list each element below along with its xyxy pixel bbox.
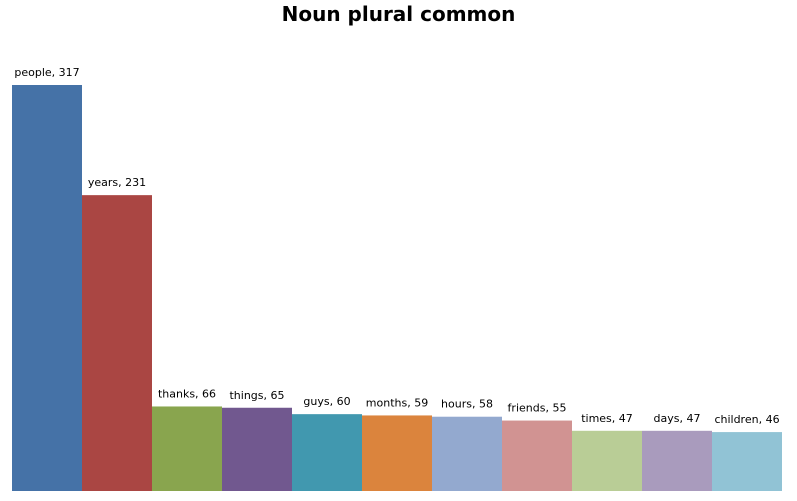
bar-friends xyxy=(502,420,572,491)
data-label-days: days, 47 xyxy=(654,412,701,425)
data-label-thanks: thanks, 66 xyxy=(158,387,216,400)
data-labels-group: people, 317 years, 231 thanks, 66 things, 6… xyxy=(14,66,779,426)
bar-guys xyxy=(292,414,362,491)
bar-times xyxy=(572,430,642,491)
bar-hours xyxy=(432,416,502,491)
bar-thanks xyxy=(152,406,222,491)
data-label-hours: hours, 58 xyxy=(441,398,493,411)
bars-group xyxy=(12,85,782,491)
data-label-guys: guys, 60 xyxy=(303,395,350,408)
bar-people xyxy=(12,85,82,491)
data-label-children: children, 46 xyxy=(714,413,779,426)
data-label-people: people, 317 xyxy=(14,66,79,79)
bar-children xyxy=(712,432,782,491)
data-label-times: times, 47 xyxy=(581,412,633,425)
bar-things xyxy=(222,407,292,491)
data-label-friends: friends, 55 xyxy=(508,402,567,415)
data-label-things: things, 65 xyxy=(229,389,284,402)
chart-title: Noun plural common xyxy=(281,2,516,26)
bar-days xyxy=(642,430,712,491)
data-label-years: years, 231 xyxy=(88,176,146,189)
bar-months xyxy=(362,415,432,491)
bar-years xyxy=(82,195,152,491)
data-label-months: months, 59 xyxy=(366,396,428,409)
